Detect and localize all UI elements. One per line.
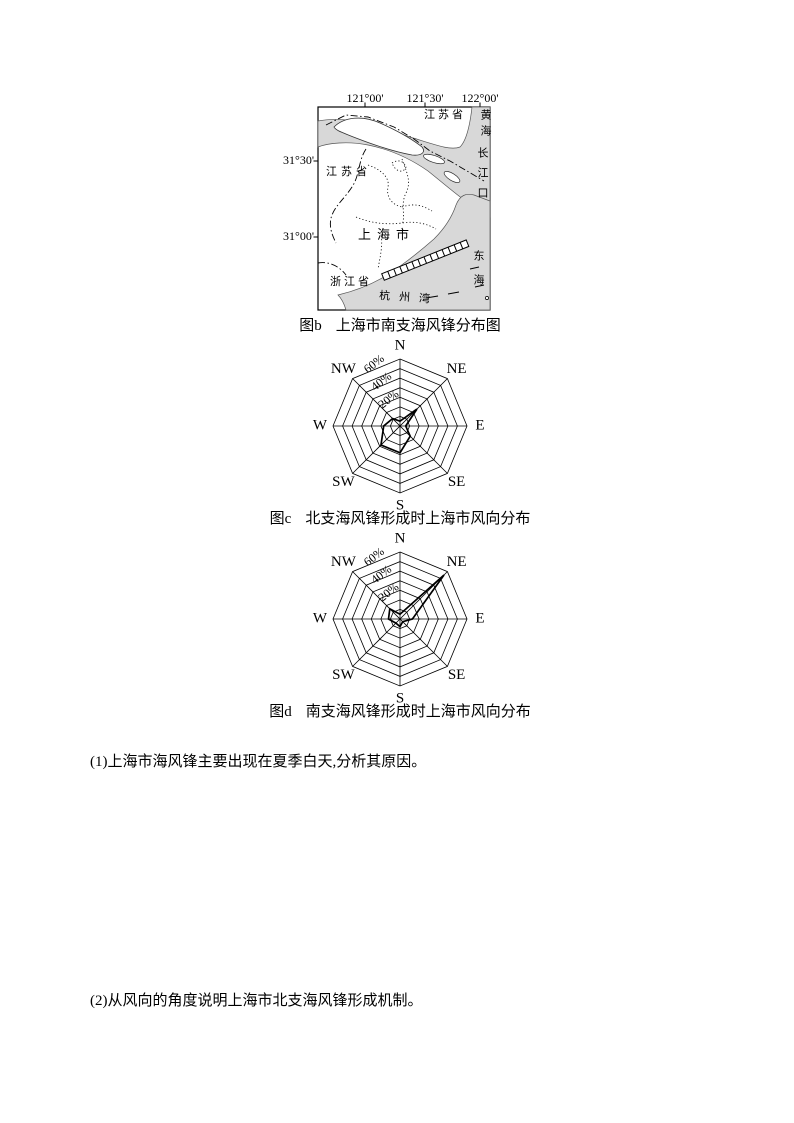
- map-label-shanghai: 上海市: [358, 227, 416, 242]
- front-band-rung: [435, 251, 440, 259]
- caption-figure-b: 图b 上海市南支海风锋分布图: [220, 314, 580, 335]
- map-label-jiangsu-west: 江苏省: [326, 166, 371, 178]
- front-band-rung: [447, 247, 452, 254]
- map-tick-lat-2: 31°00': [283, 229, 314, 243]
- front-band-rung: [399, 266, 403, 274]
- front-band-rung: [411, 261, 415, 269]
- compass-label-SE: SE: [448, 474, 466, 490]
- axis-line: [352, 378, 448, 474]
- compass-label-S: S: [396, 497, 404, 513]
- compass-label-W: W: [313, 610, 328, 626]
- caption-figure-c: 图c 北支海风锋形成时上海市风向分布: [220, 507, 580, 528]
- compass-label-NE: NE: [447, 361, 467, 377]
- front-band-rung: [459, 242, 464, 250]
- front-band-rung: [429, 254, 434, 262]
- map-label-yellow-sea: 黄海: [479, 109, 491, 141]
- caption-b-text: 上海市南支海风锋分布图: [335, 318, 501, 334]
- sea-east-china-sea: [337, 193, 491, 311]
- compass-label-SW: SW: [332, 474, 355, 490]
- map-tick-lat-1: 31°30': [283, 153, 314, 167]
- map-tick-marks: [313, 102, 481, 238]
- map-label-east-sea: 东海: [472, 250, 484, 298]
- district-boundaries: [355, 158, 437, 270]
- compass-label-S: S: [396, 690, 404, 706]
- map-label-jiangsu-north: 江苏省: [424, 109, 466, 121]
- map-label-yangtze-estuary: 长江口: [476, 147, 488, 207]
- map-label-zhejiang: 浙江省: [330, 276, 372, 288]
- chongming-island: [333, 117, 424, 156]
- compass-label-NE: NE: [447, 554, 467, 570]
- compass-label-N: N: [395, 337, 406, 353]
- front-band-rung: [441, 249, 446, 257]
- compass-label-SE: SE: [448, 667, 466, 683]
- axis-line: [352, 571, 448, 667]
- front-band-rung: [405, 263, 409, 271]
- front-band-rung: [387, 271, 391, 279]
- compass-label-E: E: [475, 417, 484, 433]
- wind-frequency-polygon: [387, 574, 445, 629]
- caption-c-text: 北支海风锋形成时上海市风向分布: [305, 511, 531, 527]
- map-tick-lon-3: 122°00': [461, 91, 499, 105]
- caption-d-tag: 图d: [269, 704, 292, 720]
- front-band-rung: [423, 256, 428, 264]
- front-band-rung: [393, 268, 397, 276]
- caption-figure-d: 图d 南支海风锋形成时上海市风向分布: [220, 700, 580, 721]
- wind-frequency-polygon: [380, 408, 418, 454]
- sea-dashes: [425, 266, 485, 299]
- hengsha-islet: [443, 171, 461, 183]
- compass-label-N: N: [395, 530, 406, 546]
- map-tick-lon-1: 121°00': [346, 91, 384, 105]
- caption-d-text: 南支海风锋形成时上海市风向分布: [305, 704, 531, 720]
- province-boundaries: [317, 114, 485, 276]
- compass-label-W: W: [313, 417, 328, 433]
- compass-label-NW: NW: [331, 554, 357, 570]
- sea-breeze-front-band: [381, 239, 470, 281]
- changxing-islet: [423, 153, 445, 165]
- question-1: (1)上海市海风锋主要出现在夏季白天,分析其原因。: [90, 754, 427, 770]
- caption-b-tag: 图b: [299, 318, 322, 334]
- front-band-rung: [417, 259, 421, 266]
- islet-dot: [485, 296, 489, 300]
- front-band-rung: [453, 244, 458, 252]
- compass-label-SW: SW: [332, 667, 355, 683]
- compass-label-NW: NW: [331, 361, 357, 377]
- question-2: (2)从风向的角度说明上海市北支海风锋形成机制。: [90, 993, 423, 1009]
- shanghai-map: [313, 102, 491, 311]
- caption-c-tag: 图c: [269, 511, 292, 527]
- compass-label-E: E: [475, 610, 484, 626]
- map-tick-lon-2: 121°30': [406, 91, 444, 105]
